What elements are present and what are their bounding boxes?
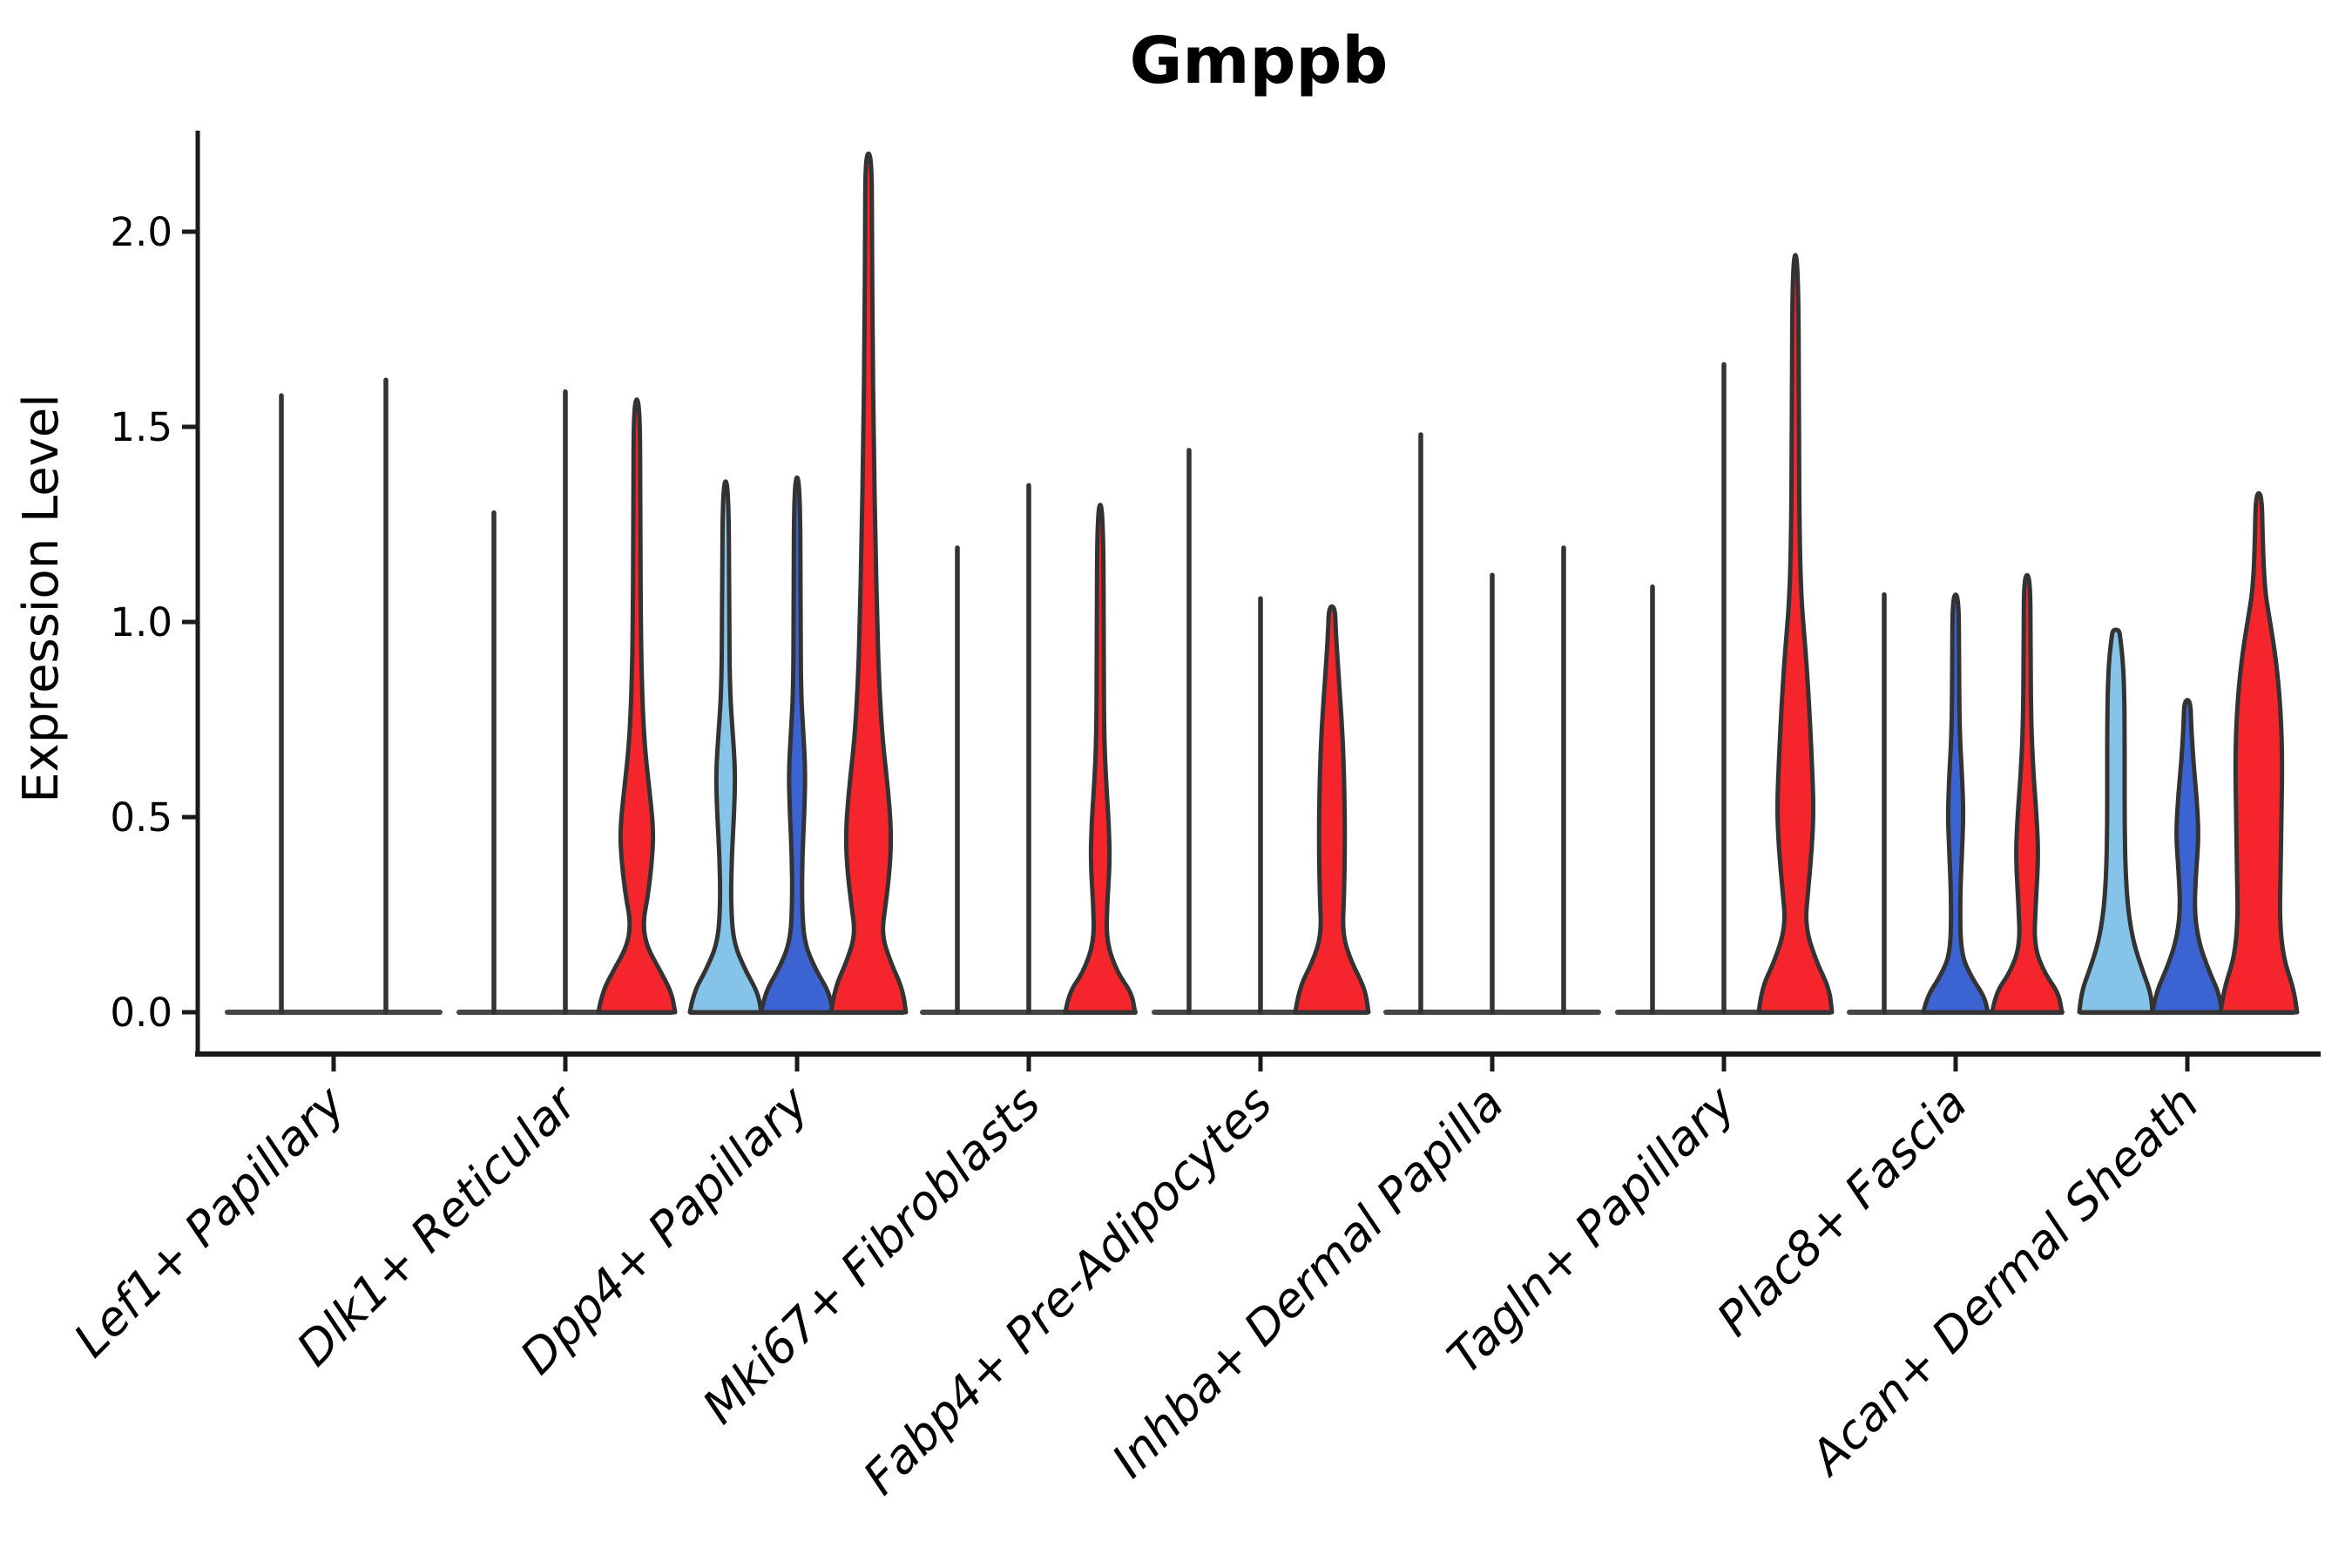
y-tick-label: 2.0: [110, 209, 172, 255]
violin-body-red: [1293, 604, 1371, 1015]
violin-body-red: [828, 151, 909, 1015]
violin-body-red: [596, 397, 678, 1015]
violin-body-blue: [759, 475, 835, 1015]
x-tick-label: Acan+ Dermal Sheath: [1798, 1076, 2209, 1487]
y-tick-label: 1.0: [110, 599, 172, 645]
y-axis-label: Expression Level: [13, 394, 70, 803]
x-tick-label: Inhba+ Dermal Papilla: [1101, 1076, 1514, 1489]
violin-body-red: [1756, 253, 1835, 1015]
violin-body-blue: [1921, 592, 1990, 1015]
violin-body-blue: [2150, 698, 2225, 1015]
violin-body-red: [2218, 490, 2300, 1015]
y-tick-label: 1.5: [110, 404, 172, 450]
chart-title: Gmppb: [1130, 24, 1389, 98]
violins: [225, 151, 2300, 1015]
y-tick-label: 0.5: [110, 794, 172, 841]
y-ticks: 0.0 0.5 1.0 1.5 2.0: [110, 209, 198, 1036]
x-tick-label: Plac8+ Fascia: [1707, 1076, 1977, 1347]
x-tick-label: Fabp4+ Pre-Adipocytes: [853, 1076, 1282, 1505]
violin-body-lightblue: [2077, 627, 2155, 1015]
violin-body-lightblue: [687, 479, 764, 1015]
violin-body-red: [1063, 503, 1138, 1015]
violin-body-red: [1990, 572, 2065, 1015]
y-tick-label: 0.0: [110, 990, 172, 1036]
